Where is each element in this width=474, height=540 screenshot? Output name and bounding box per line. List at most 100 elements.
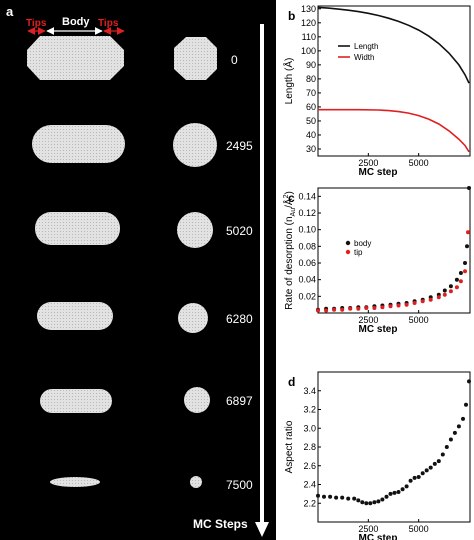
- y-tick-label: 0.04: [298, 275, 316, 285]
- legend-label-width: Width: [354, 53, 374, 62]
- x-tick-label: 5000: [409, 315, 429, 325]
- data-point-aspect-ratio: [408, 478, 413, 483]
- data-point-aspect-ratio: [400, 487, 405, 492]
- data-point-aspect-ratio: [340, 495, 345, 500]
- data-point-aspect-ratio: [360, 500, 365, 505]
- tips-left-label: Tips: [26, 18, 47, 29]
- data-point-tip: [388, 304, 393, 309]
- data-point-body: [448, 284, 453, 289]
- step-label-2495: 2495: [226, 139, 253, 153]
- data-point-tip: [380, 305, 385, 310]
- data-point-aspect-ratio: [456, 424, 461, 429]
- y-axis-label: Aspect ratio: [284, 420, 295, 473]
- step-label-7500: 7500: [226, 478, 253, 492]
- data-point-aspect-ratio: [461, 416, 465, 421]
- legend-swatch-tip: [345, 249, 351, 255]
- y-tick-label: 0.14: [298, 191, 316, 201]
- panel-letter-b: b: [288, 9, 295, 23]
- x-tick-label: 5000: [409, 524, 429, 534]
- data-point-aspect-ratio: [440, 452, 445, 457]
- data-point-tip: [428, 297, 433, 302]
- y-tick-label: 110: [302, 32, 316, 42]
- rod-side-view-step-6897: [40, 389, 112, 413]
- data-point-aspect-ratio: [424, 468, 429, 473]
- data-point-tip: [372, 306, 377, 310]
- data-point-tip: [404, 302, 409, 307]
- y-tick-label: 0.02: [298, 291, 316, 301]
- chart-panel-c: c 2500 5000 0.02 0.04 0.06 0.08 0.10 0.12 0.14 MC …: [282, 186, 471, 335]
- legend-label-body: body: [354, 239, 371, 248]
- data-point-tip: [454, 285, 459, 290]
- x-axis-label: MC step: [359, 533, 398, 540]
- data-point-aspect-ratio: [334, 495, 339, 500]
- data-point-aspect-ratio: [404, 484, 409, 489]
- y-axis-label-end: ): [284, 191, 295, 194]
- data-point-aspect-ratio: [416, 475, 421, 479]
- data-point-aspect-ratio: [384, 494, 389, 499]
- data-point-aspect-ratio: [452, 430, 457, 435]
- data-point-aspect-ratio: [356, 498, 361, 503]
- legend-label-tip: tip: [354, 248, 363, 257]
- x-tick-label: 2500: [358, 524, 378, 534]
- series-line-length: [317, 6, 470, 84]
- chart-panel-b: b 2500 5000 30 40 50 60 70 80 90 100 110 120 130 MC st…: [282, 4, 471, 178]
- data-point-aspect-ratio: [420, 471, 425, 476]
- y-tick-label: 70: [306, 88, 316, 98]
- x-tick-label: 5000: [409, 158, 429, 168]
- data-point-aspect-ratio: [428, 465, 433, 470]
- y-tick-label: 3.4: [303, 386, 316, 396]
- panel-a-background: [0, 0, 276, 540]
- data-point-aspect-ratio: [392, 490, 397, 495]
- legend-swatch-body: [345, 240, 351, 246]
- tips-right-label: Tips: [98, 18, 119, 29]
- y-tick-label: 3.0: [303, 423, 316, 433]
- data-point-aspect-ratio: [396, 490, 401, 494]
- y-tick-label: 50: [306, 116, 316, 126]
- y-axis-label-main: Length (Å): [282, 58, 295, 105]
- y-tick-label: 100: [301, 46, 316, 56]
- y-axis-label-main: Aspect ratio: [284, 420, 295, 473]
- step-label-0: 0: [231, 53, 238, 67]
- rod-end-view-step-6897: [184, 387, 210, 413]
- y-tick-label: 2.6: [303, 461, 316, 471]
- data-point-tip: [332, 307, 337, 312]
- y-axis-label-main: Rate of desorption (n: [284, 216, 295, 309]
- data-point-tip: [348, 306, 353, 311]
- data-point-body: [467, 186, 471, 190]
- y-tick-label: 0.12: [298, 208, 316, 218]
- x-axis-label: MC step: [359, 324, 398, 335]
- data-point-aspect-ratio: [388, 491, 393, 496]
- data-point-body: [442, 288, 447, 293]
- data-point-tip: [442, 292, 447, 297]
- y-tick-label: 0.06: [298, 258, 316, 268]
- data-point-aspect-ratio: [352, 496, 357, 501]
- y-axis-label-sup: 2: [283, 194, 290, 198]
- data-point-tip: [463, 269, 467, 274]
- y-tick-label: 0.08: [298, 241, 316, 251]
- y-axis-label-sub: Au: [290, 208, 297, 217]
- data-point-aspect-ratio: [322, 494, 326, 499]
- data-point-aspect-ratio: [346, 496, 351, 501]
- legend-label-length: Length: [354, 42, 378, 51]
- x-tick-label: 2500: [358, 158, 378, 168]
- data-point-aspect-ratio: [376, 499, 381, 504]
- y-tick-label: 2.4: [303, 480, 316, 490]
- step-label-6897: 6897: [226, 394, 253, 408]
- data-point-aspect-ratio: [464, 402, 468, 407]
- data-point-tip: [448, 289, 453, 294]
- y-tick-label: 3.2: [303, 405, 316, 415]
- step-label-6280: 6280: [226, 312, 253, 326]
- data-point-aspect-ratio: [436, 459, 441, 464]
- rod-end-view-step-2495: [173, 123, 217, 167]
- rod-end-view-step-7500: [190, 476, 202, 488]
- y-axis-label: Length (Å): [282, 58, 295, 105]
- body-label: Body: [62, 16, 90, 28]
- plot-frame: [317, 187, 471, 314]
- step-label-5020: 5020: [226, 224, 253, 238]
- y-tick-label: 130: [301, 4, 316, 14]
- data-point-body: [465, 244, 469, 249]
- data-point-tip: [420, 299, 425, 304]
- rod-side-view-step-5020: [35, 212, 120, 245]
- chart-panel-d: d 2500 5000 2.2 2.4 2.6 2.8 3.0 3.2 3.4 MC step Asp…: [284, 371, 471, 540]
